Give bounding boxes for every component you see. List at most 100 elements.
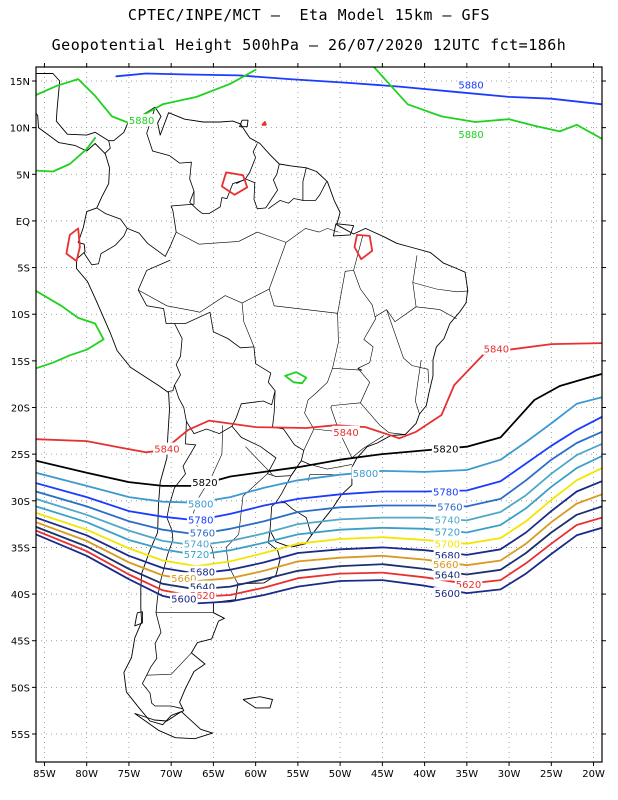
contour-label: 5640	[435, 570, 460, 581]
contour-5880	[36, 290, 105, 370]
lat-tick-label: 10N	[10, 124, 30, 135]
state-border	[176, 231, 287, 313]
lon-tick-label: 55W	[287, 769, 310, 780]
contour-5740	[36, 443, 602, 547]
lon-tick-label: 25W	[540, 769, 563, 780]
state-border	[339, 431, 385, 459]
contour-label: 5880	[129, 116, 154, 127]
contour-5840	[36, 342, 602, 454]
contour-label: 5760	[190, 529, 215, 540]
contour-5880	[36, 137, 96, 173]
contour-label: 5720	[435, 528, 460, 539]
coastline	[332, 223, 355, 237]
contour-label-bg	[433, 548, 462, 561]
contour-label-bg	[186, 497, 215, 510]
contour-label-bg	[457, 128, 485, 141]
country-border	[127, 191, 195, 258]
contour-label: 5820	[433, 445, 458, 456]
contour-label-bg	[433, 587, 462, 600]
contour-label-bg	[457, 78, 485, 91]
lon-tick-label: 20W	[582, 769, 605, 780]
country-border	[104, 140, 111, 155]
coastline	[36, 73, 469, 726]
coastline	[134, 611, 143, 627]
contour-5800	[36, 396, 602, 504]
contour-labels: 5880 5880 5880 5840 5840 5840 5820 5820 5800 5800…	[127, 78, 511, 606]
country-border	[83, 207, 128, 266]
lat-tick-label: 55S	[11, 730, 30, 741]
country-border	[174, 311, 276, 435]
contour-label: 5700	[435, 540, 460, 551]
contour-label: 5800	[188, 500, 213, 511]
country-border	[236, 163, 280, 210]
contour-label-bg	[454, 577, 483, 590]
contour-label-bg	[431, 558, 460, 571]
coastline	[239, 119, 249, 128]
country-border	[146, 106, 258, 214]
lat-tick-label: 20S	[11, 404, 30, 415]
state-border	[313, 368, 371, 433]
lat-tick-label: 10S	[11, 310, 30, 321]
state-border	[416, 306, 457, 320]
contour-label: 5880	[458, 81, 483, 92]
contour-label-bg	[182, 547, 211, 560]
contour-label-bg	[186, 513, 215, 526]
land-outlines	[36, 35, 469, 740]
lat-tick-label: 30S	[11, 497, 30, 508]
contour-5600	[36, 526, 602, 605]
lat-tick-label: 45S	[11, 637, 30, 648]
lon-tick-label: 80W	[75, 769, 98, 780]
contour-label-bg	[431, 485, 460, 498]
contour-label-bg	[188, 526, 217, 539]
state-border	[386, 309, 430, 384]
contour-label: 5680	[435, 551, 460, 562]
contour-label-bg	[433, 513, 462, 526]
contour-label-bg	[191, 476, 219, 489]
lon-tick-label: 60W	[244, 769, 267, 780]
contour-5880	[373, 67, 602, 140]
contour-label-bg	[433, 537, 462, 550]
contour-5760	[36, 430, 602, 536]
contour-label: 5840	[333, 428, 358, 439]
state-border	[332, 270, 376, 371]
state-border	[412, 282, 469, 293]
contour-5780	[36, 415, 602, 522]
contour-label: 5620	[456, 580, 481, 591]
contour-label-bg	[433, 568, 462, 581]
coastline	[101, 49, 118, 55]
contour-5840	[221, 171, 249, 196]
contour-5880	[36, 68, 257, 124]
contour-5700	[36, 467, 602, 567]
contour-label: 5600	[435, 589, 460, 600]
state-border	[309, 464, 352, 470]
map-frame	[35, 66, 603, 763]
country-border	[268, 167, 307, 210]
contour-label-bg	[153, 442, 181, 455]
country-border	[137, 259, 183, 392]
contour-5840	[261, 121, 267, 126]
contour-label: 5740	[184, 540, 209, 551]
state-border	[146, 652, 192, 676]
lat-tick-label: 15S	[11, 357, 30, 368]
contour-label: 5720	[184, 550, 209, 561]
coastline	[136, 35, 185, 56]
contour-label: 5640	[190, 583, 215, 594]
state-border	[245, 446, 273, 475]
state-border	[268, 288, 339, 451]
lat-tick-label: 50S	[11, 683, 30, 694]
coastline	[195, 48, 209, 53]
contour-label-bg	[332, 425, 360, 438]
state-border	[360, 402, 406, 435]
map-title: CPTEC/INPE/MCT – Eta Model 15km – GFS	[127, 6, 491, 24]
contour-5720	[36, 455, 602, 556]
lon-tick-label: 70W	[160, 769, 183, 780]
contour-label-bg	[482, 342, 511, 355]
lon-tick-label: 30W	[498, 769, 521, 780]
contour-label-bg	[351, 466, 380, 479]
contour-5660	[36, 493, 602, 582]
lon-tick-label: 35W	[456, 769, 479, 780]
coastline	[134, 711, 214, 740]
state-border	[337, 234, 364, 314]
grid-lines	[36, 67, 602, 762]
